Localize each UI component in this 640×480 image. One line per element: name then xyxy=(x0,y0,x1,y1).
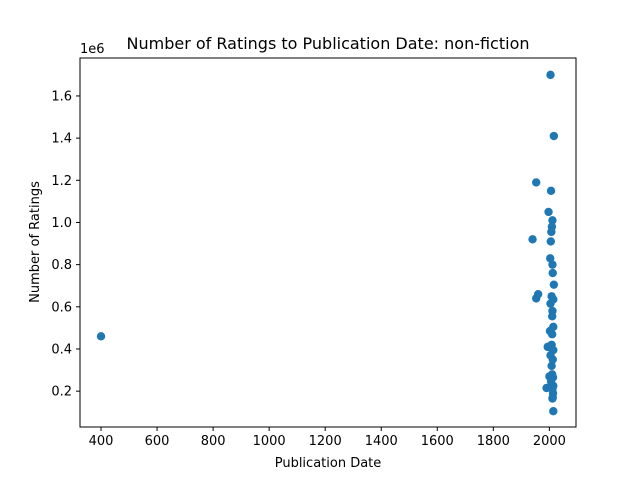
y-tick-label: 0.2 xyxy=(51,385,72,400)
data-point xyxy=(549,280,559,289)
data-point xyxy=(546,186,556,196)
data-point xyxy=(548,260,557,269)
y-tick-label: 1.0 xyxy=(51,216,72,231)
data-point xyxy=(532,178,541,187)
data-point xyxy=(547,312,557,321)
y-tick-label: 0.8 xyxy=(51,258,72,273)
data-point xyxy=(547,227,556,237)
data-point xyxy=(542,383,551,393)
data-point xyxy=(548,355,557,364)
data-point xyxy=(528,235,537,244)
data-point xyxy=(546,299,555,308)
x-axis-label: Publication Date xyxy=(275,456,382,471)
data-point xyxy=(532,294,541,303)
y-tick-label: 1.6 xyxy=(51,89,72,104)
y-tick-label: 1.2 xyxy=(51,174,72,189)
y-axis-label: Number of Ratings xyxy=(28,181,43,303)
data-point xyxy=(96,332,106,341)
y-tick-label: 1.4 xyxy=(51,132,72,147)
y-axis-offset-label: 1e6 xyxy=(80,42,105,57)
y-tick-label: 0.6 xyxy=(51,300,72,315)
x-tick-label: 1200 xyxy=(309,434,342,449)
x-tick-label: 1000 xyxy=(253,434,286,449)
data-point xyxy=(544,207,553,217)
data-point xyxy=(548,394,557,403)
x-tick-label: 1600 xyxy=(421,434,454,449)
x-tick-label: 600 xyxy=(145,434,170,449)
y-tick-label: 0.4 xyxy=(51,342,72,357)
x-tick-label: 2000 xyxy=(533,434,566,449)
data-point xyxy=(549,131,559,141)
data-point xyxy=(546,70,555,80)
data-point xyxy=(548,268,557,278)
data-point xyxy=(547,361,556,371)
data-point xyxy=(548,216,557,225)
x-axis-ticks: 400 600 800 1000 1200 1400 1600 1800 2000 xyxy=(89,427,566,449)
x-tick-label: 1400 xyxy=(365,434,398,449)
x-tick-label: 400 xyxy=(89,434,114,449)
x-tick-label: 800 xyxy=(201,434,226,449)
data-point xyxy=(546,237,555,246)
data-point xyxy=(546,254,555,263)
data-point xyxy=(547,330,557,339)
chart-title: Number of Ratings to Publication Date: n… xyxy=(127,34,530,53)
y-axis-ticks: 0.2 0.4 0.6 0.8 1.0 1.2 1.4 1.6 xyxy=(51,89,80,400)
x-tick-label: 1800 xyxy=(477,434,510,449)
plot-frame xyxy=(79,57,577,428)
data-points xyxy=(96,70,559,416)
data-point xyxy=(549,406,558,416)
